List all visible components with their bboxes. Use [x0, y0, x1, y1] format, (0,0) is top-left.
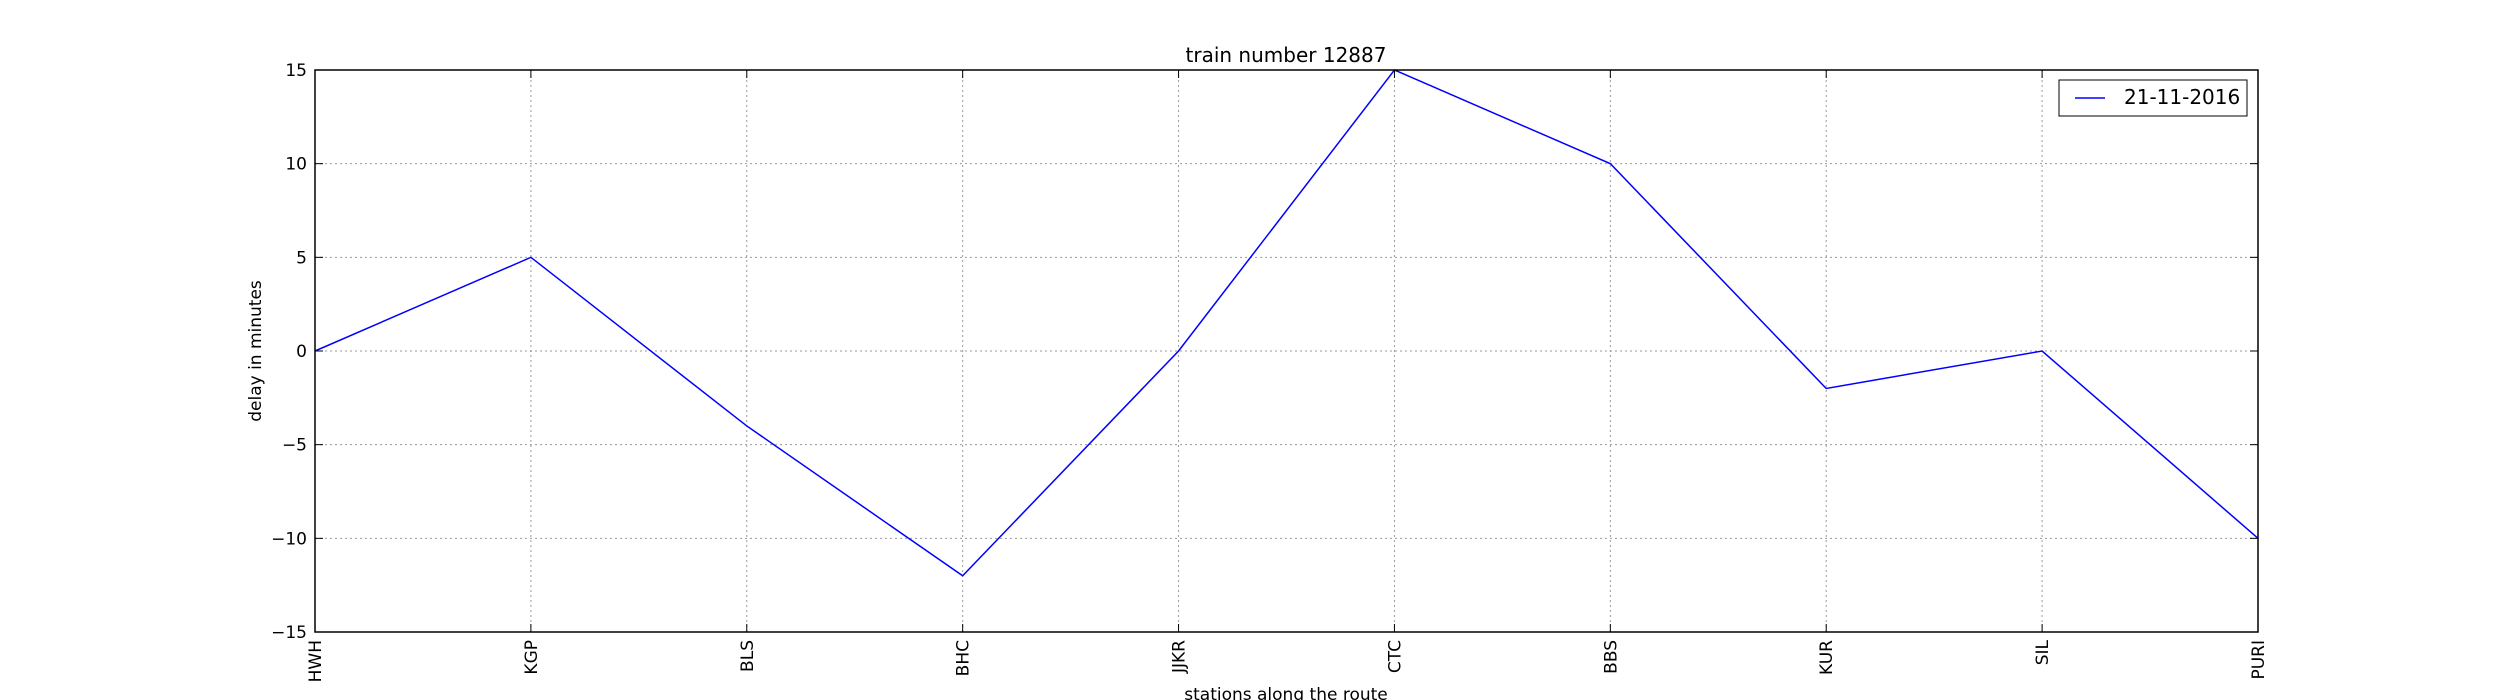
chart-title: train number 12887 — [1186, 43, 1387, 67]
y-tick-label: 5 — [296, 248, 307, 268]
y-tick-label: 10 — [285, 155, 307, 175]
y-tick-label: 15 — [285, 61, 307, 81]
ticks — [314, 69, 2259, 633]
series-line — [314, 69, 2259, 577]
y-tick-label: −5 — [282, 436, 307, 456]
y-axis-label: delay in minutes — [246, 280, 266, 422]
y-tick-label: 0 — [296, 342, 307, 362]
x-tick-label: KUR — [1817, 640, 1837, 675]
x-tick-labels: HWH KGP BLS BHC JJKR CTC BBS KUR SIL PURI — [306, 639, 2269, 682]
x-tick-label: HWH — [306, 640, 326, 682]
legend: 21-11-2016 — [2058, 79, 2248, 117]
x-tick-label: KGP — [522, 640, 542, 675]
x-tick-label: JJKR — [1170, 640, 1190, 674]
x-tick-label: SIL — [2033, 639, 2053, 665]
x-axis-label: stations along the route — [1184, 685, 1388, 700]
y-tick-labels: −15 −10 −5 0 5 10 15 — [271, 61, 307, 643]
y-tick-label: −15 — [271, 623, 307, 643]
y-tick-label: −10 — [271, 529, 307, 549]
x-tick-label: BHC — [954, 640, 974, 676]
legend-label: 21-11-2016 — [2124, 85, 2240, 109]
series-lines — [314, 69, 2259, 577]
x-tick-label: BBS — [1601, 640, 1621, 674]
x-tick-label: CTC — [1385, 640, 1405, 673]
x-tick-label: PURI — [2249, 640, 2269, 680]
x-tick-label: BLS — [738, 640, 758, 672]
